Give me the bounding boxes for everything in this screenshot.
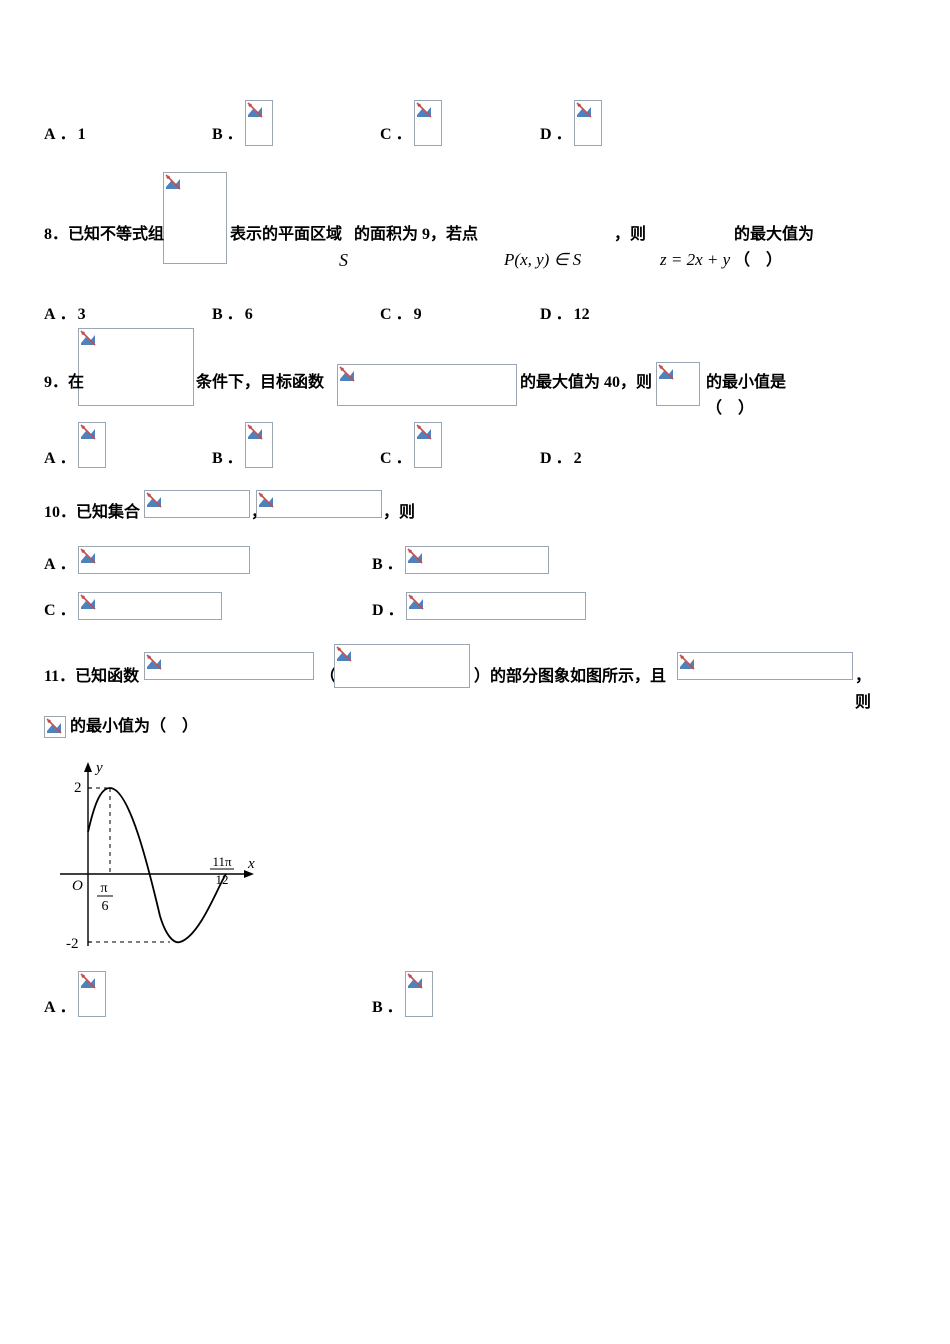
broken-image-icon	[78, 546, 250, 574]
x-axis-label: x	[247, 856, 255, 872]
broken-image-icon	[656, 362, 700, 406]
broken-image-icon	[677, 652, 853, 680]
opt-d-label: D	[540, 126, 552, 144]
origin-label: O	[72, 878, 83, 894]
broken-image-icon	[78, 422, 106, 468]
question-11: 11．已知函数 （ ）的部分图象如图所示，且 ，则	[44, 644, 818, 702]
broken-image-icon	[78, 971, 106, 1017]
opt-a-label: A	[44, 450, 56, 468]
q10-options-row1: A． B．	[44, 546, 818, 574]
opt-b-label: B	[212, 306, 223, 324]
q9-text3: 的最大值为 40，则	[520, 370, 652, 396]
q8-text2: 表示的平面区域	[230, 222, 342, 248]
broken-image-icon	[406, 592, 586, 620]
dot: ．	[227, 120, 243, 144]
question-8: 8．已知不等式组 表示的平面区域 的面积为 9，若点 ，则 的最大值为（ ） S…	[44, 172, 818, 292]
broken-image-icon	[337, 364, 517, 406]
q9-options: A． B． C． D． 2	[44, 422, 818, 468]
svg-text:11π: 11π	[212, 854, 232, 869]
q8-opt-c: 9	[414, 306, 422, 324]
broken-image-icon	[414, 422, 442, 468]
q8-text5: 的最大值为（ ）	[734, 222, 818, 273]
q8-opt-a: 3	[78, 306, 86, 324]
svg-text:6: 6	[102, 899, 109, 914]
q8-options: A． 3 B． 6 C． 9 D． 12	[44, 300, 818, 324]
q8-text3: 的面积为 9，若点	[354, 222, 478, 248]
q11-graph: 2 -2 y x O π 6 11π 12	[50, 756, 818, 961]
broken-image-icon	[44, 716, 66, 738]
opt-b-label: B	[212, 126, 223, 144]
broken-image-icon	[414, 100, 442, 146]
broken-image-icon	[78, 592, 222, 620]
opt-a-label: A	[44, 556, 56, 574]
opt-c-label: C	[380, 126, 392, 144]
broken-image-icon	[405, 546, 549, 574]
q9-text4: 的最小值是（ ）	[706, 370, 818, 421]
opt-a-label: A	[44, 306, 56, 324]
opt-c-label: C	[380, 306, 392, 324]
q8-opt-d: 12	[574, 306, 590, 324]
opt-d-label: D	[540, 450, 552, 468]
q11-text2: 的最小值为（ ）	[70, 718, 198, 735]
q9-text2: 条件下，目标函数	[196, 370, 324, 396]
broken-image-icon	[78, 328, 194, 406]
broken-image-icon	[405, 971, 433, 1017]
broken-image-icon	[144, 490, 250, 518]
opt-b-label: B	[372, 556, 383, 574]
dot: ．	[60, 120, 76, 144]
opt-a-label: A	[44, 126, 56, 144]
dot: ．	[556, 120, 572, 144]
y-bot-label: -2	[66, 936, 79, 952]
broken-image-icon	[163, 172, 227, 264]
question-10: 10．已知集合 ， ，则	[44, 490, 818, 530]
q8-opt-b: 6	[245, 306, 253, 324]
q8-Pxy: P(x, y) ∈ S	[504, 250, 581, 270]
opt-c-label: C	[44, 602, 56, 620]
y-top-label: 2	[74, 780, 82, 796]
opt-b-label: B	[212, 450, 223, 468]
opt-a-label: A	[44, 999, 56, 1017]
q11-options: A． B．	[44, 971, 818, 1017]
q7-options: A ． 1 B ． C ． D ．	[44, 100, 818, 144]
opt-c-label: C	[380, 450, 392, 468]
q8-z: z = 2x + y	[660, 250, 730, 270]
broken-image-icon	[574, 100, 602, 146]
svg-text:π: π	[100, 881, 107, 896]
broken-image-icon	[245, 422, 273, 468]
q10-text2: ，则	[383, 500, 415, 526]
q9-opt-d: 2	[574, 450, 582, 468]
opt-a-value: 1	[78, 126, 86, 144]
svg-text:12: 12	[216, 872, 229, 887]
broken-image-icon	[256, 490, 382, 518]
q8-S: S	[339, 250, 348, 271]
y-axis-label: y	[94, 760, 103, 776]
q8-text4: ，则	[614, 222, 646, 248]
q10-options-row2: C． D．	[44, 592, 818, 620]
broken-image-icon	[144, 652, 314, 680]
question-9: 9．在 条件下，目标函数 的最大值为 40，则 的最小值是（ ）	[44, 328, 818, 418]
q9-start: 9．在	[44, 370, 84, 396]
dot: ．	[396, 120, 412, 144]
opt-d-label: D	[372, 602, 384, 620]
q11-rtext: ）的部分图象如图所示，且	[474, 664, 666, 690]
q11-tail: ，则	[855, 664, 871, 715]
opt-d-label: D	[540, 306, 552, 324]
broken-image-icon	[245, 100, 273, 146]
broken-image-icon	[334, 644, 470, 688]
q10-start: 10．已知集合	[44, 500, 140, 526]
q8-num-text: 8．已知不等式组	[44, 222, 164, 248]
q11-start: 11．已知函数	[44, 664, 139, 690]
opt-b-label: B	[372, 999, 383, 1017]
q11-line2: 的最小值为（ ）	[44, 714, 818, 740]
